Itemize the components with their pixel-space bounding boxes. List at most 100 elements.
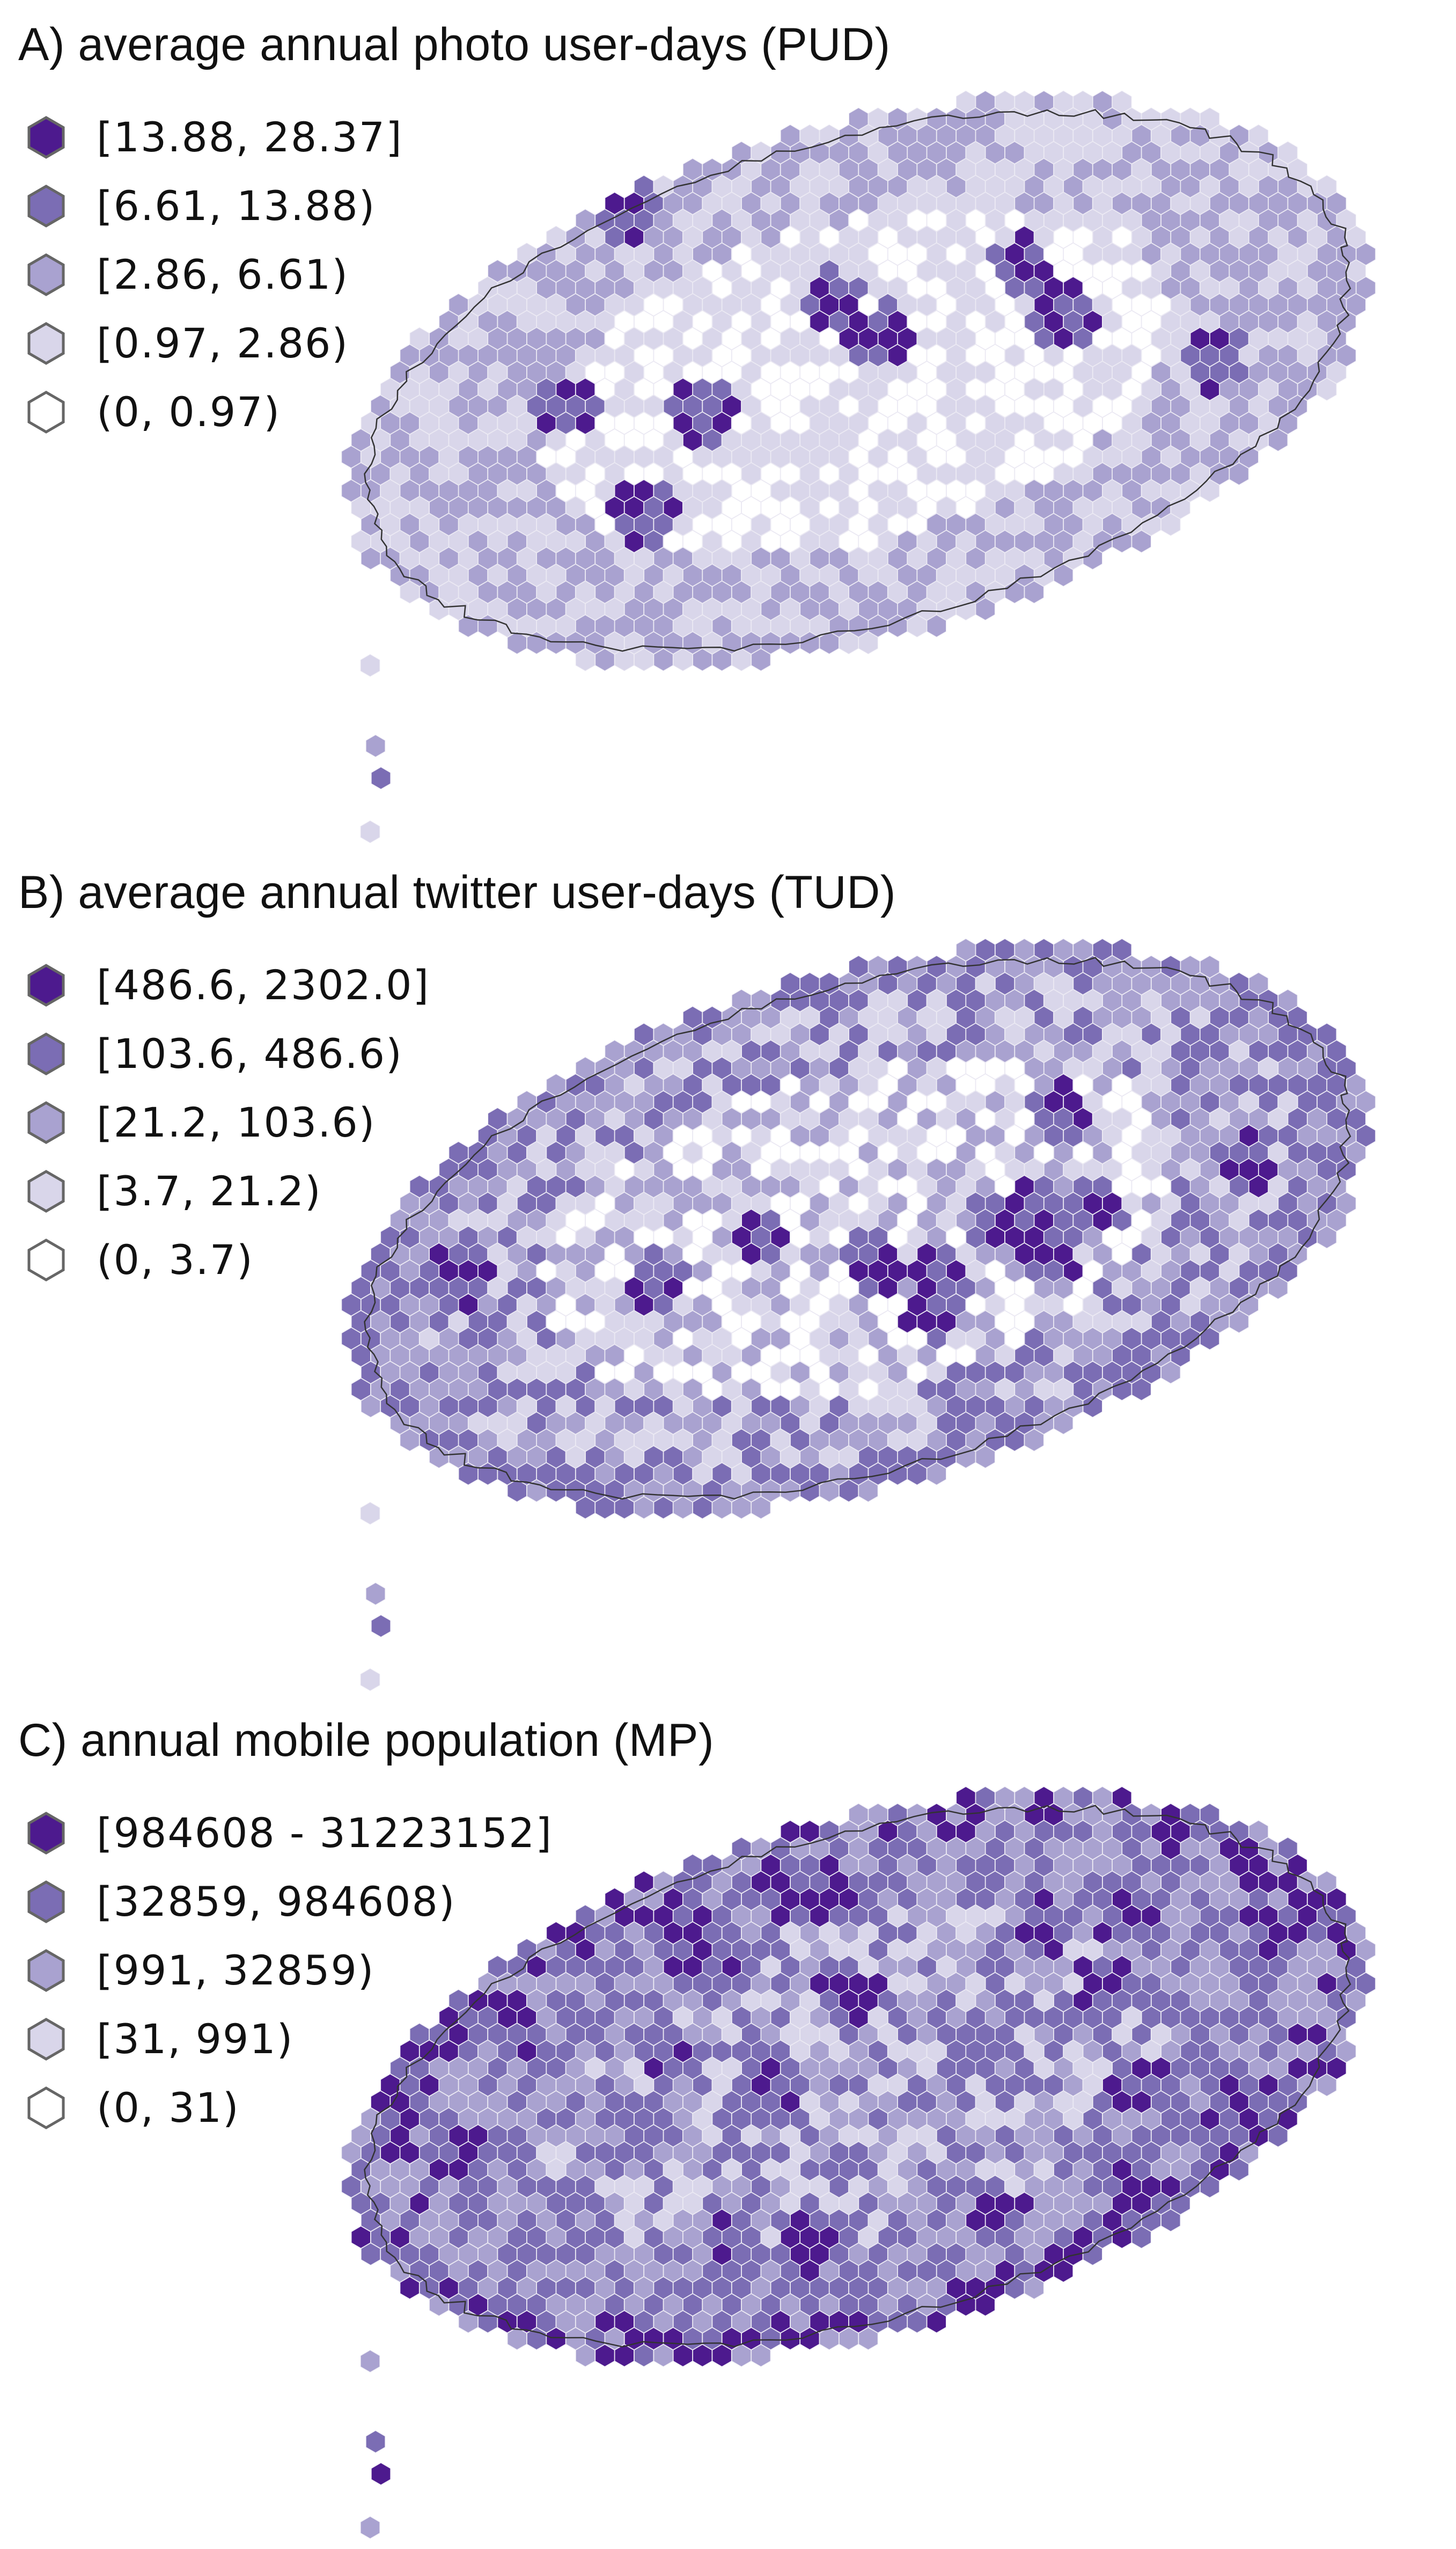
legend-hex [27, 1101, 65, 1144]
hex-cell [975, 1411, 995, 1435]
hex-cell [1092, 1344, 1113, 1367]
hex-cell [1112, 2056, 1132, 2080]
legend-label: [984608 - 31223152] [97, 1809, 553, 1857]
hex-cell [1171, 1854, 1190, 1877]
hex-cell [946, 2141, 966, 2164]
hex-cell [702, 2259, 722, 2283]
hex-cell [1151, 1820, 1171, 1843]
hex-cell [897, 1955, 917, 1979]
hex-cell [985, 479, 1005, 502]
hex-cell [565, 1378, 586, 1401]
hex-cell [575, 2243, 595, 2266]
hex-cell [458, 547, 479, 570]
hex-cell [839, 631, 859, 655]
hex-cell [507, 2259, 527, 2283]
hex-cell [887, 581, 908, 604]
hex-cell [956, 1175, 976, 1198]
hex-cell [585, 2293, 605, 2317]
hex-cell [682, 225, 703, 249]
hex-cell [1209, 1141, 1230, 1164]
hex-cell [1307, 293, 1327, 317]
hex-cell [517, 378, 537, 401]
hex-cell [878, 1445, 898, 1469]
hex-cell [985, 175, 1005, 198]
hex-cell [624, 1310, 644, 1334]
hex-cell [878, 225, 898, 249]
hex-cell [565, 327, 586, 350]
hex-cell [839, 1039, 859, 1063]
hex-cell [1112, 1887, 1132, 1911]
hex-cell [1248, 293, 1269, 317]
hex-cell [1258, 1871, 1278, 1894]
hex-cell [917, 293, 937, 317]
hex-cell [1190, 1854, 1210, 1877]
hex-cell [575, 1090, 595, 1114]
hex-cell [556, 2175, 576, 2198]
hex-cell [926, 2141, 946, 2164]
hex-cell [975, 1820, 995, 1843]
hex-cell [1161, 1226, 1181, 1249]
hex-cell [663, 1445, 683, 1469]
hex-cell [780, 1344, 800, 1367]
hex-cell [780, 192, 800, 215]
hex-cell [682, 1242, 703, 1266]
hex-cell [585, 428, 605, 452]
hex-cell [975, 2056, 995, 2080]
hex-cell [1024, 2209, 1044, 2232]
hex-cell [819, 2327, 839, 2350]
hex-cell [790, 209, 810, 232]
hex-cell [1317, 1158, 1337, 1181]
hex-cell [887, 1226, 908, 1249]
hex-cell [741, 2259, 761, 2283]
hex-cell [673, 2141, 693, 2164]
hex-cell [829, 276, 849, 299]
hex-cell [429, 1208, 449, 1232]
hex-cell [1122, 1226, 1142, 1249]
hex-cell [966, 1057, 986, 1080]
hex-cell [936, 1820, 957, 1843]
hex-cell [810, 1905, 829, 1928]
hex-cell [614, 1361, 634, 1384]
hex-cell [1053, 192, 1073, 215]
hex-cell [1092, 293, 1113, 317]
hex-cell [770, 175, 790, 198]
hex-cell [517, 2006, 537, 2029]
hex-cell [1239, 1837, 1259, 1860]
hex-cell [995, 124, 1015, 148]
hex-cell [634, 243, 654, 266]
hex-cell [1014, 1006, 1034, 1029]
hex-cell [702, 1378, 722, 1401]
hex-cell [1151, 1854, 1171, 1877]
hex-cell [595, 1361, 615, 1384]
hex-cell [536, 1361, 556, 1384]
hex-cell [702, 2225, 722, 2249]
hex-cell [585, 2158, 605, 2181]
hex-cell [1258, 175, 1278, 198]
hex-cell [1336, 2040, 1356, 2063]
hex-cell [624, 1107, 644, 1131]
hex-cell [1180, 989, 1200, 1012]
hex-cell [536, 344, 556, 367]
hex-cell [751, 1124, 771, 1147]
hex-cell [409, 1310, 430, 1334]
hex-cell [400, 513, 420, 536]
hex-cell [975, 225, 995, 249]
hex-cell [956, 2225, 976, 2249]
hex-cell [565, 1411, 586, 1435]
hex-cell [956, 1989, 976, 2012]
hex-cell [810, 581, 829, 604]
hex-cell [946, 412, 966, 435]
hex-cell [878, 192, 898, 215]
hex-cell [956, 1854, 976, 1877]
hex-cell [887, 1192, 908, 1215]
hex-cell [956, 1445, 976, 1469]
hex-cell [526, 394, 547, 418]
hex-cell [517, 412, 537, 435]
hex-cell [682, 1208, 703, 1232]
hex-cell [556, 547, 576, 570]
hex-cell [1063, 1259, 1083, 1283]
hex-cell [810, 1090, 829, 1114]
hex-cell [575, 2276, 595, 2299]
hex-cell [1073, 192, 1093, 215]
hex-cell [1063, 107, 1083, 130]
